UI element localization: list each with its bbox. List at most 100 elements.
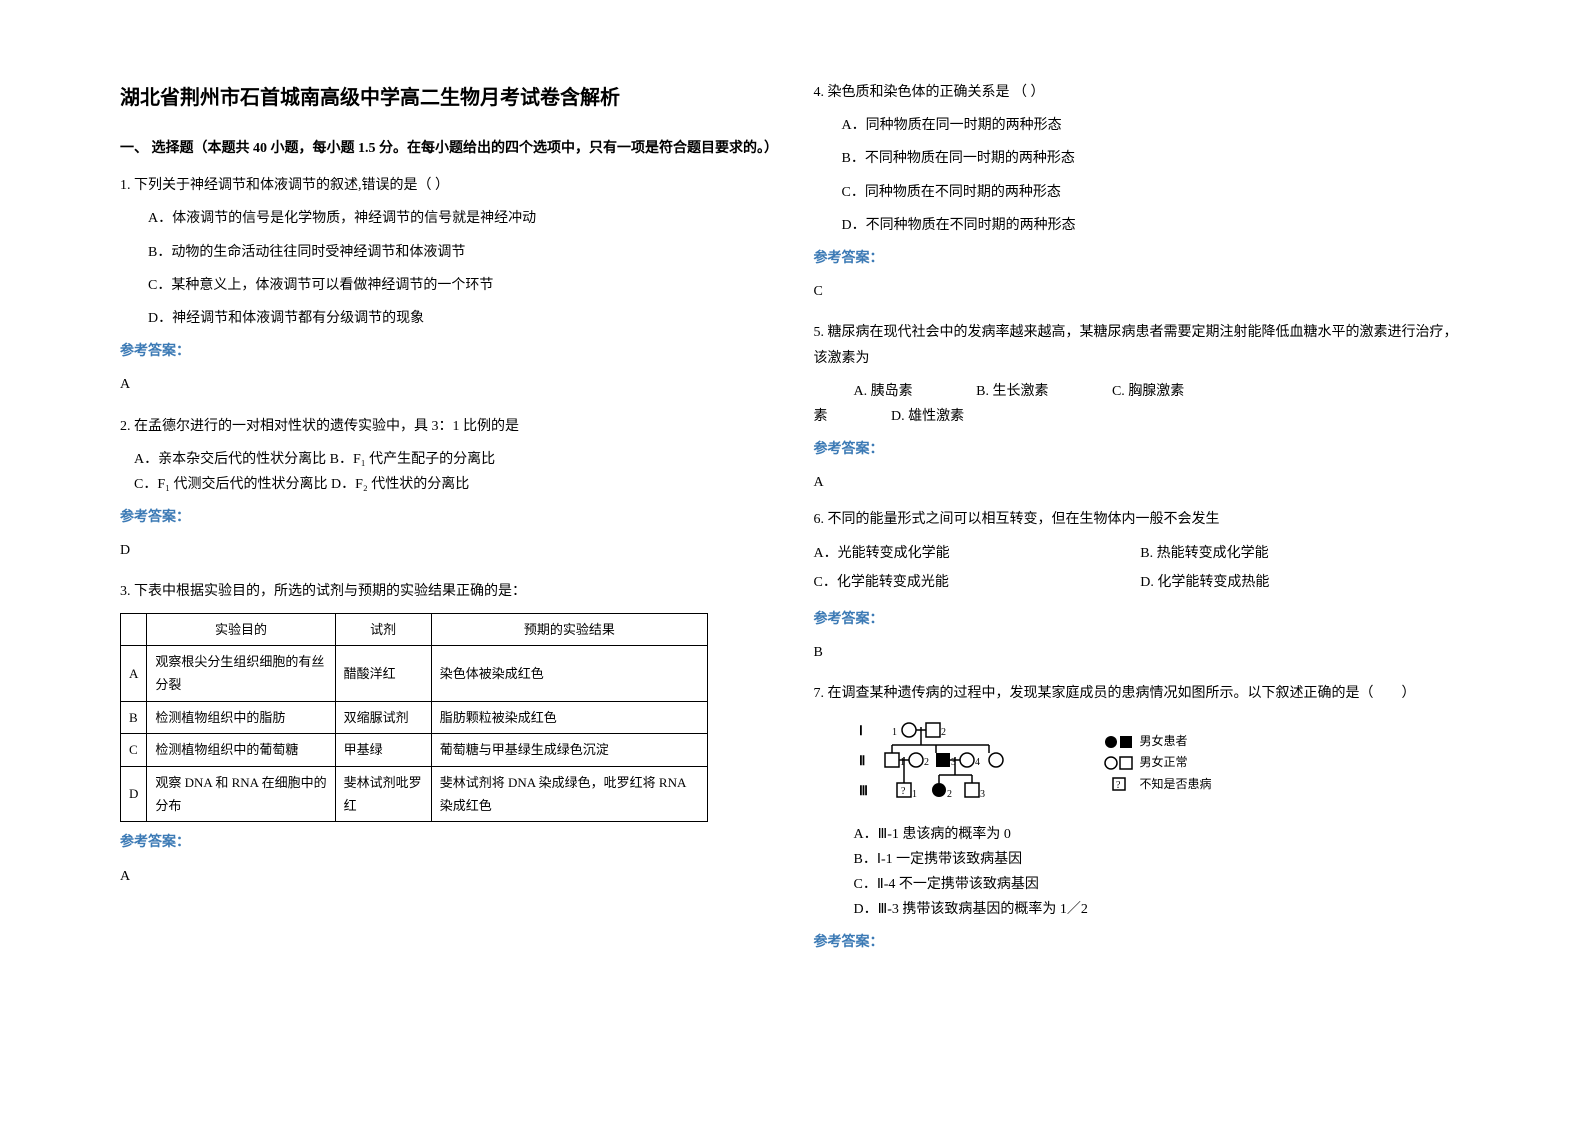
cell: 葡萄糖与甲基绿生成绿色沉淀 xyxy=(431,734,707,766)
q1-stem: 1. 下列关于神经调节和体液调节的叙述,错误的是（ ） xyxy=(120,173,774,198)
th-purpose: 实验目的 xyxy=(147,613,335,645)
question-6: 6. 不同的能量形式之间可以相互转变，但在生物体内一般不会发生 A．光能转变成化… xyxy=(814,507,1468,665)
svg-text:Ⅰ: Ⅰ xyxy=(859,723,863,738)
th-blank xyxy=(121,613,147,645)
question-5: 5. 糖尿病在现代社会中的发病率越来越高，某糖尿病患者需要定期注射能降低血糖水平… xyxy=(814,320,1468,495)
q6-options: A．光能转变成化学能 B. 热能转变成化学能 C．化学能转变成光能 D. 化学能… xyxy=(814,541,1468,599)
pedigree-legend: 男女患者 男女正常 ? 不知是否患病 xyxy=(1104,732,1212,796)
cell: 检测植物组织中的脂肪 xyxy=(147,701,335,733)
answer-label: 参考答案： xyxy=(814,607,1468,632)
q5-stem: 5. 糖尿病在现代社会中的发病率越来越高，某糖尿病患者需要定期注射能降低血糖水平… xyxy=(814,320,1468,370)
answer-label: 参考答案： xyxy=(814,437,1468,462)
q7-stem: 7. 在调查某种遗传病的过程中，发现某家庭成员的患病情况如图所示。以下叙述正确的… xyxy=(814,681,1468,706)
svg-text:1: 1 xyxy=(892,727,897,738)
answer-label: 参考答案： xyxy=(814,930,1468,955)
svg-text:2: 2 xyxy=(941,727,946,738)
q5-option-d: D. 雄性激素 xyxy=(891,409,964,424)
q5-option-b: B. 生长激素 xyxy=(976,384,1048,399)
question-2: 2. 在孟德尔进行的一对相对性状的遗传实验中，具 3：1 比例的是 A．亲本杂交… xyxy=(120,414,774,564)
svg-text:2: 2 xyxy=(947,789,952,800)
legend-normal: 男女正常 xyxy=(1104,753,1212,772)
svg-text:2: 2 xyxy=(924,757,929,768)
answer-label: 参考答案： xyxy=(120,339,774,364)
q3-answer: A xyxy=(120,864,774,889)
q6-option-a: A．光能转变成化学能 xyxy=(814,541,1141,566)
q3-stem: 3. 下表中根据实验目的，所选的试剂与预期的实验结果正确的是： xyxy=(120,579,774,604)
q3-table: 实验目的 试剂 预期的实验结果 A 观察根尖分生组织细胞的有丝分裂 醋酸洋红 染… xyxy=(120,613,708,823)
q6-option-d: D. 化学能转变成热能 xyxy=(1140,570,1467,595)
cell: 斐林试剂吡罗红 xyxy=(335,766,431,822)
document-title: 湖北省荆州市石首城南高级中学高二生物月考试卷含解析 xyxy=(120,80,774,116)
q4-option-d: D．不同种物质在不同时期的两种形态 xyxy=(842,213,1468,238)
q5-answer: A xyxy=(814,470,1468,495)
q6-option-c: C．化学能转变成光能 xyxy=(814,570,1141,595)
cell: 检测植物组织中的葡萄糖 xyxy=(147,734,335,766)
q5-options-row2: 素 D. 雄性激素 xyxy=(814,404,1468,429)
legend-affected: 男女患者 xyxy=(1104,732,1212,751)
q5-option-c: C. 胸腺激素 xyxy=(1112,384,1184,399)
table-row: A 观察根尖分生组织细胞的有丝分裂 醋酸洋红 染色体被染成红色 xyxy=(121,646,708,702)
cell: A xyxy=(121,646,147,702)
q4-stem: 4. 染色质和染色体的正确关系是 （ ） xyxy=(814,80,1468,105)
svg-text:Ⅲ: Ⅲ xyxy=(859,783,868,798)
answer-label: 参考答案： xyxy=(120,505,774,530)
q4-option-c: C．同种物质在不同时期的两种形态 xyxy=(842,180,1468,205)
svg-text:?: ? xyxy=(1116,780,1121,791)
q2-answer: D xyxy=(120,538,774,563)
th-reagent: 试剂 xyxy=(335,613,431,645)
q4-option-a: A．同种物质在同一时期的两种形态 xyxy=(842,113,1468,138)
q2-options-line1: A．亲本杂交后代的性状分离比 B．F₁ 代产生配子的分离比 xyxy=(134,447,774,472)
q2-options-line2: C．F₁ 代测交后代的性状分离比 D．F₂ 代性状的分离比 xyxy=(134,472,774,497)
q7-option-b: B．Ⅰ-1 一定携带该致病基因 xyxy=(854,847,1468,872)
question-7: 7. 在调查某种遗传病的过程中，发现某家庭成员的患病情况如图所示。以下叙述正确的… xyxy=(814,681,1468,955)
q7-option-c: C．Ⅱ-4 不一定携带该致病基因 xyxy=(854,872,1468,897)
cell: C xyxy=(121,734,147,766)
answer-label: 参考答案： xyxy=(120,830,774,855)
cell: 脂肪颗粒被染成红色 xyxy=(431,701,707,733)
svg-text:?: ? xyxy=(901,786,906,797)
q1-option-b: B．动物的生命活动往往同时受神经调节和体液调节 xyxy=(148,240,774,265)
cell: 醋酸洋红 xyxy=(335,646,431,702)
pedigree-diagram: Ⅰ 2 1 Ⅱ 1 2 3 xyxy=(854,717,1468,812)
answer-label: 参考答案： xyxy=(814,246,1468,271)
section-header: 一、 选择题（本题共 40 小题，每小题 1.5 分。在每小题给出的四个选项中，… xyxy=(120,136,774,161)
legend-text-unknown: 不知是否患病 xyxy=(1140,775,1212,794)
q5-options-row1: A. 胰岛素 B. 生长激素 C. 胸腺激素 xyxy=(854,379,1468,404)
question-1: 1. 下列关于神经调节和体液调节的叙述,错误的是（ ） A．体液调节的信号是化学… xyxy=(120,173,774,397)
q2-stem: 2. 在孟德尔进行的一对相对性状的遗传实验中，具 3：1 比例的是 xyxy=(120,414,774,439)
q1-option-a: A．体液调节的信号是化学物质，神经调节的信号就是神经冲动 xyxy=(148,206,774,231)
q6-option-b: B. 热能转变成化学能 xyxy=(1140,541,1467,566)
cell: 观察 DNA 和 RNA 在细胞中的分布 xyxy=(147,766,335,822)
q4-option-b: B．不同种物质在同一时期的两种形态 xyxy=(842,146,1468,171)
table-row: C 检测植物组织中的葡萄糖 甲基绿 葡萄糖与甲基绿生成绿色沉淀 xyxy=(121,734,708,766)
cell: 甲基绿 xyxy=(335,734,431,766)
cell: 双缩脲试剂 xyxy=(335,701,431,733)
q7-option-a: A．Ⅲ-1 患该病的概率为 0 xyxy=(854,822,1468,847)
right-column: 4. 染色质和染色体的正确关系是 （ ） A．同种物质在同一时期的两种形态 B．… xyxy=(794,80,1488,1082)
svg-text:1: 1 xyxy=(912,789,917,800)
table-row: D 观察 DNA 和 RNA 在细胞中的分布 斐林试剂吡罗红 斐林试剂将 DNA… xyxy=(121,766,708,822)
left-column: 湖北省荆州市石首城南高级中学高二生物月考试卷含解析 一、 选择题（本题共 40 … xyxy=(100,80,794,1082)
question-4: 4. 染色质和染色体的正确关系是 （ ） A．同种物质在同一时期的两种形态 B．… xyxy=(814,80,1468,304)
table-header-row: 实验目的 试剂 预期的实验结果 xyxy=(121,613,708,645)
cell: 染色体被染成红色 xyxy=(431,646,707,702)
q7-option-d: D．Ⅲ-3 携带该致病基因的概率为 1／2 xyxy=(854,897,1468,922)
cell: 观察根尖分生组织细胞的有丝分裂 xyxy=(147,646,335,702)
svg-text:4: 4 xyxy=(975,757,980,768)
cell: D xyxy=(121,766,147,822)
svg-text:Ⅱ: Ⅱ xyxy=(859,753,865,768)
legend-text-normal: 男女正常 xyxy=(1140,753,1188,772)
legend-text-affected: 男女患者 xyxy=(1140,732,1188,751)
question-3: 3. 下表中根据实验目的，所选的试剂与预期的实验结果正确的是： 实验目的 试剂 … xyxy=(120,579,774,888)
q6-answer: B xyxy=(814,640,1468,665)
q5-option-a: A. 胰岛素 xyxy=(854,384,913,399)
cell: 斐林试剂将 DNA 染成绿色，吡罗红将 RNA 染成红色 xyxy=(431,766,707,822)
table-row: B 检测植物组织中的脂肪 双缩脲试剂 脂肪颗粒被染成红色 xyxy=(121,701,708,733)
pedigree-svg: Ⅰ 2 1 Ⅱ 1 2 3 xyxy=(854,717,1084,812)
q1-option-c: C．某种意义上，体液调节可以看做神经调节的一个环节 xyxy=(148,273,774,298)
q4-answer: C xyxy=(814,279,1468,304)
th-result: 预期的实验结果 xyxy=(431,613,707,645)
legend-unknown: ? 不知是否患病 xyxy=(1104,775,1212,794)
cell: B xyxy=(121,701,147,733)
q1-answer: A xyxy=(120,372,774,397)
